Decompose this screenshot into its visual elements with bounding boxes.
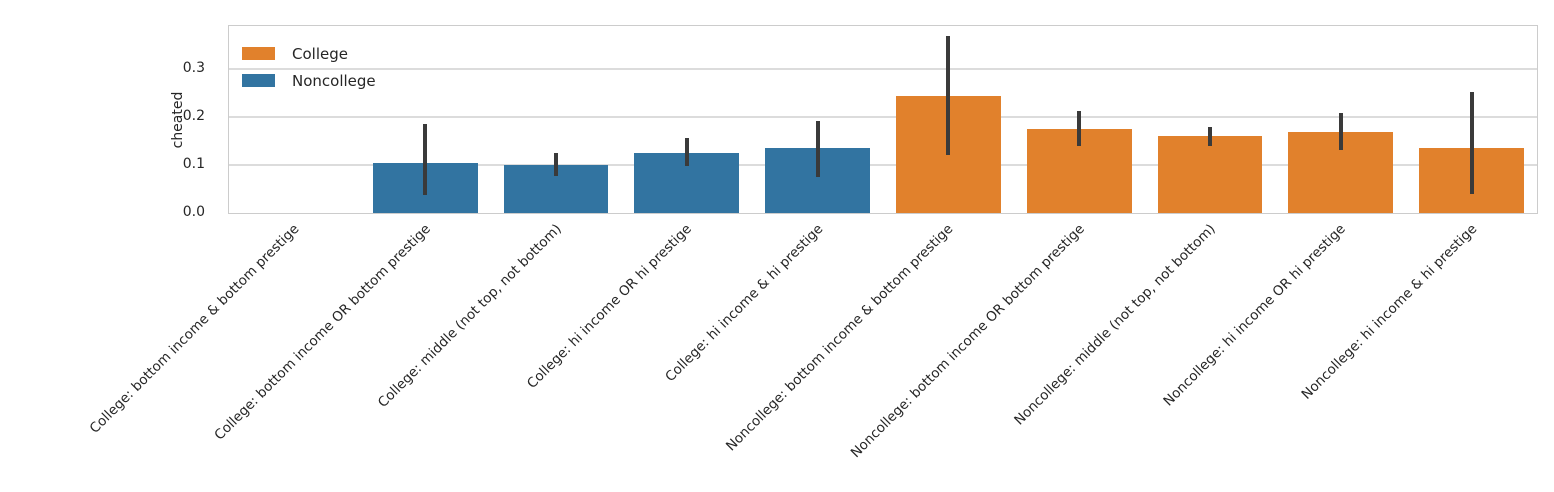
y-tick-label: 0.0 <box>182 204 205 220</box>
error-bar <box>1077 110 1082 147</box>
legend-item-noncollege: Noncollege <box>242 67 376 94</box>
error-bar <box>815 120 820 178</box>
bar <box>1157 135 1263 213</box>
legend-item-college: College <box>242 40 376 67</box>
x-tick-label: Noncollege: middle (not top, not bottom) <box>1010 221 1219 429</box>
gridline <box>229 68 1537 70</box>
error-bar <box>1469 91 1474 194</box>
error-bar <box>946 35 951 156</box>
y-tick-label: 0.2 <box>182 108 205 125</box>
legend-swatch-college <box>242 47 275 60</box>
legend-label-college: College <box>292 44 348 63</box>
x-tick-label: Noncollege: bottom income & bottom prest… <box>723 221 957 455</box>
gridline <box>229 164 1537 166</box>
legend-swatch-noncollege <box>242 74 275 87</box>
y-tick-label: 0.3 <box>182 60 205 77</box>
error-bar <box>554 152 558 177</box>
x-tick-label: College: bottom income & bottom prestige <box>86 221 303 437</box>
gridline <box>229 116 1537 118</box>
x-tick-label: College: bottom income OR bottom prestig… <box>211 221 434 444</box>
legend-label-noncollege: Noncollege <box>292 71 376 90</box>
error-bar <box>684 138 689 166</box>
x-tick-label: Noncollege: bottom income OR bottom pres… <box>847 221 1088 462</box>
x-tick-label: College: hi income & hi prestige <box>661 221 826 386</box>
plot-area <box>228 25 1538 214</box>
error-bar <box>1208 126 1212 146</box>
error-bar <box>1338 112 1343 151</box>
y-tick-label: 0.1 <box>182 156 205 173</box>
legend: College Noncollege <box>242 40 376 94</box>
error-bar <box>423 124 428 196</box>
